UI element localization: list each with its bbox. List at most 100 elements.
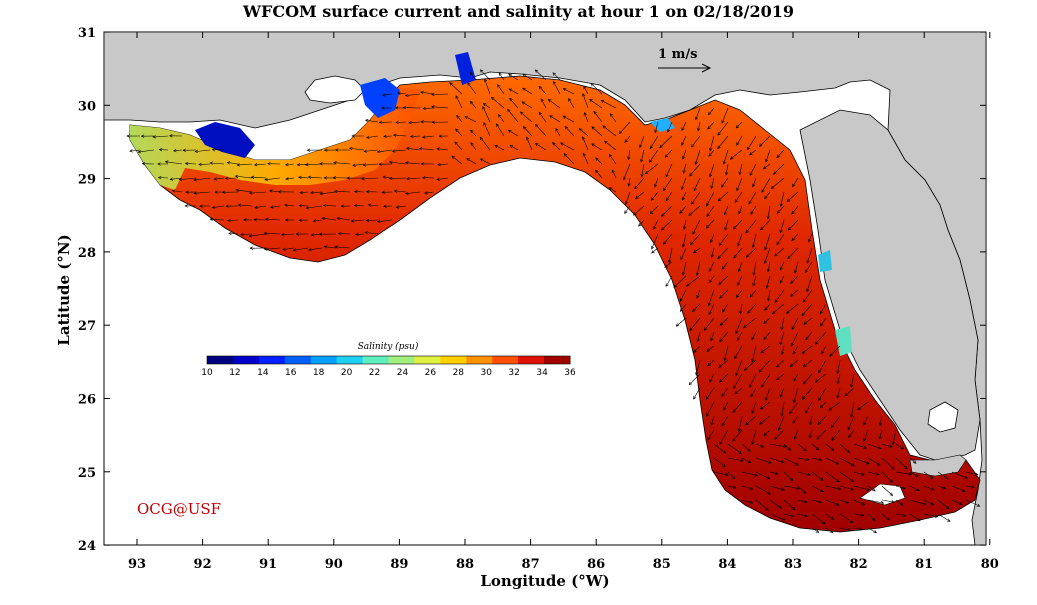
current-vector-head xyxy=(395,205,400,209)
current-vector-head xyxy=(710,185,714,190)
current-vector xyxy=(337,217,351,221)
current-vector xyxy=(706,205,715,217)
current-vector-head xyxy=(774,471,779,475)
current-vector-head xyxy=(333,189,338,194)
current-vector xyxy=(609,187,617,193)
current-vector xyxy=(863,429,869,442)
current-vector xyxy=(727,471,736,479)
current-vector-head xyxy=(508,73,512,77)
current-vector xyxy=(736,177,743,191)
current-vector xyxy=(560,142,575,151)
current-vector xyxy=(470,129,477,137)
current-vector xyxy=(788,219,799,231)
lat-tick-label: 26 xyxy=(78,393,96,408)
current-vector xyxy=(638,219,645,227)
current-vector xyxy=(734,387,743,395)
current-vector-head xyxy=(391,149,396,153)
current-vector xyxy=(667,121,673,133)
current-vector xyxy=(839,471,854,482)
current-vector-head xyxy=(818,397,822,402)
current-vector xyxy=(663,177,673,191)
current-vector xyxy=(803,317,813,325)
current-vector-head xyxy=(660,227,665,231)
lon-tick-label: 80 xyxy=(981,557,999,572)
current-vector xyxy=(364,149,379,152)
current-vector xyxy=(692,219,701,235)
current-vector-head xyxy=(752,282,756,287)
colorbar-tick-label: 20 xyxy=(341,368,353,378)
current-vector-head xyxy=(661,213,665,217)
current-vector-head xyxy=(709,378,713,383)
current-vector-head xyxy=(632,212,637,216)
current-vector xyxy=(779,387,785,398)
current-vector-head xyxy=(717,255,721,260)
current-vector-head xyxy=(710,337,714,342)
current-vector xyxy=(802,387,813,400)
current-vector-head xyxy=(845,500,850,504)
florida-bay-land xyxy=(909,454,967,477)
current-vector-head xyxy=(464,116,468,119)
current-vector xyxy=(297,163,309,166)
current-vector-head xyxy=(365,135,370,139)
current-vector xyxy=(308,247,323,251)
current-vector-head xyxy=(946,506,950,510)
current-vector xyxy=(937,485,946,489)
current-vector-head xyxy=(436,177,440,181)
current-vector xyxy=(819,303,827,314)
current-vector xyxy=(194,191,211,194)
current-vector-head xyxy=(764,195,768,200)
current-vector-head xyxy=(783,444,787,449)
current-vector-head xyxy=(747,310,751,314)
current-vector-head xyxy=(364,118,369,123)
current-vector xyxy=(389,161,407,165)
current-vector xyxy=(738,205,743,214)
current-vector-head xyxy=(609,153,613,158)
current-vector xyxy=(681,121,687,131)
current-vector-head xyxy=(871,517,876,521)
current-vector xyxy=(236,189,253,193)
current-vector-head xyxy=(365,218,370,223)
current-vector xyxy=(816,429,827,440)
current-vector xyxy=(719,429,729,445)
current-vector-head xyxy=(467,82,471,86)
current-vector xyxy=(881,443,893,448)
current-vector xyxy=(454,141,463,151)
current-vector xyxy=(741,457,751,463)
current-vector xyxy=(591,143,603,151)
current-vector xyxy=(377,149,393,153)
current-vector-head xyxy=(470,142,474,146)
current-vector-head xyxy=(786,198,791,202)
current-vector-head xyxy=(248,191,253,195)
current-vector-head xyxy=(781,517,786,521)
current-vector-head xyxy=(680,256,684,261)
current-vector xyxy=(801,303,813,316)
current-vector-head xyxy=(902,513,907,517)
current-vector xyxy=(895,499,904,506)
current-vector-head xyxy=(818,500,822,504)
current-vector-head xyxy=(779,229,783,234)
current-vector-head xyxy=(706,348,711,352)
current-vector xyxy=(818,387,827,401)
current-vector xyxy=(419,148,435,151)
current-vector xyxy=(937,471,948,480)
current-vector xyxy=(520,111,533,123)
current-vector-head xyxy=(946,518,951,522)
current-vector-head xyxy=(693,349,697,353)
current-vector xyxy=(815,373,827,383)
colorbar-swatch xyxy=(414,356,441,364)
current-vector xyxy=(649,149,659,163)
current-vector xyxy=(736,289,743,298)
current-vector-head xyxy=(298,218,302,222)
current-vector-head xyxy=(830,447,835,452)
current-vector-head xyxy=(721,266,725,270)
fresh-plume-coastal-lake xyxy=(835,326,852,356)
current-vector xyxy=(807,247,813,264)
current-vector-head xyxy=(736,294,740,298)
current-vector xyxy=(746,247,757,258)
current-vector xyxy=(697,331,701,342)
current-vector-head xyxy=(729,156,734,160)
current-vector-head xyxy=(397,91,401,95)
current-vector xyxy=(797,457,809,461)
current-vector xyxy=(634,177,645,189)
current-vector-head xyxy=(779,394,783,398)
